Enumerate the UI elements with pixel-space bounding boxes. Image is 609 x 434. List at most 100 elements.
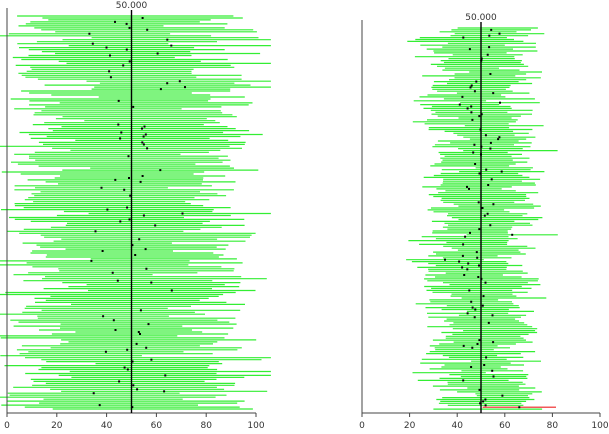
sample-mean-point xyxy=(128,177,130,179)
sample-mean-point xyxy=(142,143,145,146)
sample-mean-point xyxy=(477,276,480,278)
sample-mean-point xyxy=(478,228,481,231)
sample-mean-point xyxy=(141,17,144,19)
sample-mean-point xyxy=(487,184,490,186)
sample-mean-point xyxy=(144,133,147,136)
sample-mean-point xyxy=(466,107,469,110)
x-tick-label: 0 xyxy=(359,421,365,431)
sample-mean-point xyxy=(132,105,135,108)
sample-mean-point xyxy=(468,289,471,292)
sample-mean-point xyxy=(474,308,477,311)
sample-mean-point xyxy=(146,147,149,150)
sample-mean-point xyxy=(466,185,468,188)
sample-mean-point xyxy=(117,99,120,102)
sample-mean-point xyxy=(135,342,138,345)
sample-mean-point xyxy=(491,369,494,372)
sample-mean-point xyxy=(138,238,141,241)
sample-mean-point xyxy=(114,329,117,331)
sample-mean-point xyxy=(469,86,472,89)
sample-mean-point xyxy=(159,88,162,91)
sample-mean-point xyxy=(127,155,130,158)
sample-mean-point xyxy=(111,271,114,274)
sample-mean-point xyxy=(467,262,470,265)
x-tick-label: 100 xyxy=(247,421,264,431)
sample-mean-point xyxy=(145,267,148,270)
sample-mean-point xyxy=(489,73,492,75)
sample-mean-point xyxy=(131,244,134,247)
sample-mean-point xyxy=(109,54,111,57)
sample-mean-point xyxy=(464,235,467,238)
sample-mean-point xyxy=(473,316,476,319)
sample-mean-point xyxy=(112,319,115,322)
sample-mean-point xyxy=(141,127,143,130)
sample-mean-point xyxy=(476,343,479,345)
sample-mean-point xyxy=(486,53,489,56)
sample-mean-point xyxy=(478,388,481,391)
sample-mean-point xyxy=(466,312,469,315)
sample-mean-point xyxy=(114,20,116,23)
sample-mean-point xyxy=(125,48,128,51)
sample-mean-point xyxy=(490,28,493,31)
sample-mean-point xyxy=(471,118,474,121)
sample-mean-point xyxy=(485,356,488,359)
sample-mean-point xyxy=(106,208,109,211)
sample-mean-point xyxy=(478,172,481,175)
sample-mean-point xyxy=(475,251,478,254)
sample-mean-point xyxy=(490,178,493,181)
sample-mean-point xyxy=(463,274,466,276)
sample-mean-point xyxy=(492,341,495,344)
sample-mean-point xyxy=(91,42,94,45)
reference-value-label: 50.000 xyxy=(465,13,497,23)
sample-mean-point xyxy=(500,170,503,173)
sample-mean-point xyxy=(154,224,157,227)
x-tick-label: 40 xyxy=(451,421,463,431)
sample-mean-point xyxy=(147,323,150,326)
sample-mean-point xyxy=(184,86,186,89)
sample-mean-point xyxy=(462,36,465,39)
sample-mean-point xyxy=(492,375,495,378)
sample-mean-point xyxy=(462,344,465,347)
sample-mean-point xyxy=(488,46,491,49)
sample-mean-point xyxy=(129,194,132,197)
interval-group xyxy=(0,15,271,410)
sample-mean-point xyxy=(128,26,131,29)
sample-mean-point xyxy=(143,125,146,128)
sample-mean-point xyxy=(164,374,167,377)
sample-mean-point xyxy=(166,38,169,41)
chart-right: 0 20 40 60 80 100 50.000 xyxy=(359,13,609,431)
sample-mean-point xyxy=(472,151,475,154)
sample-mean-point xyxy=(471,306,474,309)
sample-mean-point xyxy=(141,175,144,177)
sample-mean-point xyxy=(461,266,464,269)
sample-mean-point xyxy=(108,70,111,73)
sample-mean-point xyxy=(468,187,470,190)
sample-mean-point xyxy=(489,224,492,227)
sample-mean-point xyxy=(498,136,501,139)
sample-mean-point xyxy=(468,48,471,51)
sample-mean-point xyxy=(116,279,119,282)
sample-mean-point xyxy=(181,212,184,215)
sample-mean-point xyxy=(119,137,122,140)
sample-mean-point xyxy=(444,258,446,261)
sample-mean-point xyxy=(492,92,495,95)
sample-mean-point xyxy=(90,259,93,262)
sample-mean-point xyxy=(136,388,139,391)
sample-mean-point xyxy=(109,76,112,79)
sample-mean-point xyxy=(470,84,473,87)
sample-mean-point xyxy=(511,233,514,236)
sample-mean-point xyxy=(497,138,500,141)
sample-mean-point xyxy=(125,22,128,25)
sample-mean-point xyxy=(475,80,478,83)
sample-mean-point xyxy=(458,260,461,263)
sample-mean-point xyxy=(145,346,148,349)
sample-mean-point xyxy=(102,315,105,318)
sample-mean-point xyxy=(137,331,140,333)
sample-mean-point xyxy=(100,186,103,189)
x-tick-label: 100 xyxy=(591,421,608,431)
sample-mean-point xyxy=(470,105,473,108)
sample-mean-point xyxy=(142,135,145,138)
sample-mean-point xyxy=(128,60,131,63)
sample-mean-point xyxy=(150,358,153,361)
sample-mean-point xyxy=(473,143,476,146)
